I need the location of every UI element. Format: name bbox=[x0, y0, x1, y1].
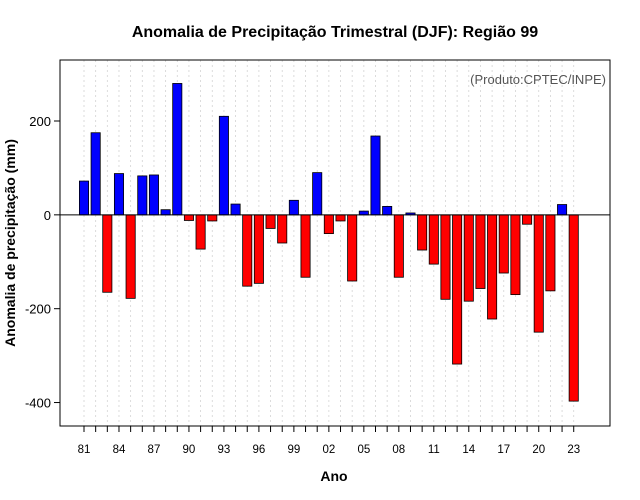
x-tick-label: 96 bbox=[253, 444, 266, 456]
bar-2008 bbox=[393, 214, 404, 278]
bar-1984 bbox=[113, 173, 124, 216]
x-tick-label: 23 bbox=[567, 444, 580, 456]
bar-2020 bbox=[533, 214, 544, 333]
bar-1985 bbox=[125, 214, 136, 299]
y-axis-label: Anomalia de precipitação (mm) bbox=[2, 139, 18, 347]
x-tick-label: 87 bbox=[148, 444, 161, 456]
plot-frame bbox=[59, 59, 611, 427]
bar-2023 bbox=[568, 214, 579, 402]
bar-2014 bbox=[463, 214, 474, 302]
x-tick-label: 84 bbox=[113, 444, 126, 456]
bar-1981 bbox=[79, 180, 90, 216]
bar-1997 bbox=[265, 214, 276, 229]
x-tick-label: 90 bbox=[183, 444, 196, 456]
bar-2012 bbox=[440, 214, 451, 300]
bar-1999 bbox=[288, 199, 299, 216]
bar-1993 bbox=[218, 115, 229, 216]
credit-label: (Produto:CPTEC/INPE) bbox=[470, 72, 606, 87]
bar-2010 bbox=[417, 214, 428, 251]
bar-1995 bbox=[242, 214, 253, 287]
x-tick-label: 11 bbox=[428, 444, 440, 456]
x-tick-label: 14 bbox=[462, 444, 475, 456]
bars bbox=[79, 83, 579, 402]
y-tick-label: 0 bbox=[44, 208, 51, 223]
bar-1994 bbox=[230, 203, 241, 216]
bar-1987 bbox=[148, 174, 159, 216]
bar-2018 bbox=[510, 214, 521, 296]
x-tick-label: 99 bbox=[287, 444, 300, 456]
bar-2013 bbox=[452, 214, 463, 365]
x-tick-label: 08 bbox=[392, 444, 405, 456]
bar-2015 bbox=[475, 214, 486, 289]
bar-2011 bbox=[428, 214, 439, 265]
x-axis: 81 84 87 90 93 96 99 02 05 08 11 14 17 20 23 bbox=[78, 426, 580, 456]
x-tick-label: 93 bbox=[218, 444, 231, 456]
x-tick-label: 81 bbox=[78, 444, 91, 456]
y-tick-label: 200 bbox=[29, 114, 51, 129]
bar-2017 bbox=[498, 214, 509, 274]
bar-2007 bbox=[382, 205, 393, 216]
x-tick-label: 05 bbox=[357, 444, 370, 456]
y-tick-label: -400 bbox=[25, 396, 51, 411]
bar-2004 bbox=[347, 214, 358, 282]
grid-lines bbox=[83, 60, 575, 426]
bar-2022 bbox=[557, 204, 568, 216]
bar-1992 bbox=[207, 214, 218, 222]
bar-1991 bbox=[195, 214, 206, 250]
bar-1996 bbox=[253, 214, 264, 284]
bar-2016 bbox=[487, 214, 498, 320]
bar-1983 bbox=[102, 214, 113, 293]
bar-2001 bbox=[312, 172, 323, 216]
bar-2002 bbox=[323, 214, 334, 235]
y-axis: -400 -200 0 200 bbox=[25, 114, 60, 411]
bar-1990 bbox=[183, 214, 194, 221]
x-tick-label: 02 bbox=[322, 444, 335, 456]
bar-2005 bbox=[358, 210, 369, 216]
bar-1998 bbox=[277, 214, 288, 244]
x-tick-label: 17 bbox=[497, 444, 510, 456]
x-tick-label: 20 bbox=[532, 444, 545, 456]
x-axis-label: Ano bbox=[320, 468, 347, 484]
y-tick-label: -200 bbox=[25, 302, 51, 317]
bar-1986 bbox=[137, 175, 148, 216]
bar-1982 bbox=[90, 132, 101, 216]
bar-2000 bbox=[300, 214, 311, 278]
bar-2019 bbox=[522, 214, 533, 225]
chart-title: Anomalia de Precipitação Trimestral (DJF… bbox=[132, 24, 538, 41]
bar-2021 bbox=[545, 214, 556, 292]
bar-1988 bbox=[160, 209, 171, 216]
bar-1989 bbox=[172, 83, 183, 216]
bar-2003 bbox=[335, 214, 346, 222]
bar-2006 bbox=[370, 135, 381, 216]
